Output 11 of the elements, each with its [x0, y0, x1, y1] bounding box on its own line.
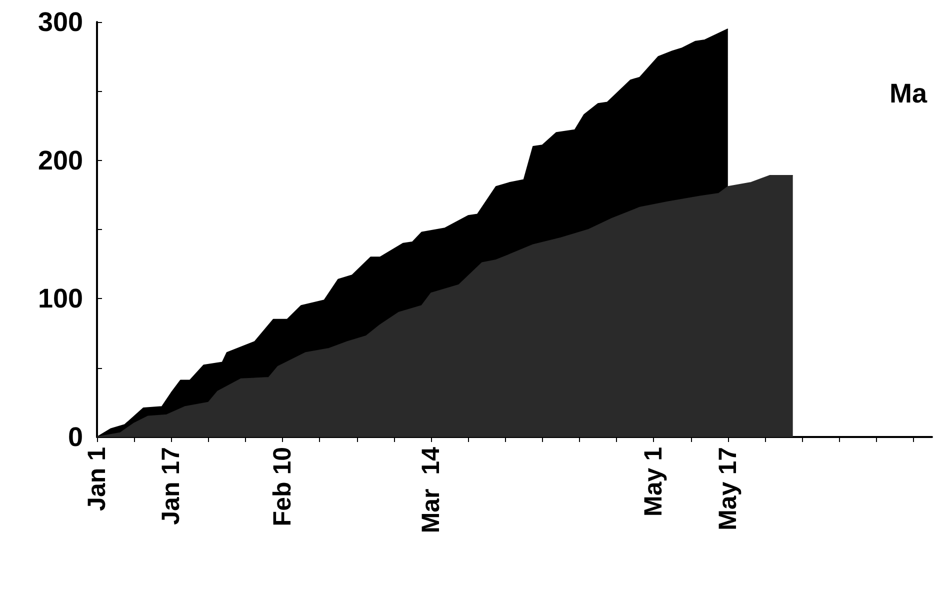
x-tick-label: May 1: [640, 446, 668, 516]
x-tick-label: Feb 10: [268, 447, 297, 526]
x-tick-label: Jan 1: [83, 446, 111, 511]
y-tick-label: 100: [38, 284, 83, 314]
y-tick-label: 300: [38, 7, 83, 37]
y-tick-label: 0: [68, 422, 83, 452]
x-tick-label: Mar 14: [417, 446, 445, 534]
x-tick-label: Jan 17: [157, 447, 186, 525]
x-tick-label: May 17: [714, 447, 742, 530]
y-tick-label: 200: [38, 145, 83, 176]
annotation: Ma: [889, 78, 928, 108]
